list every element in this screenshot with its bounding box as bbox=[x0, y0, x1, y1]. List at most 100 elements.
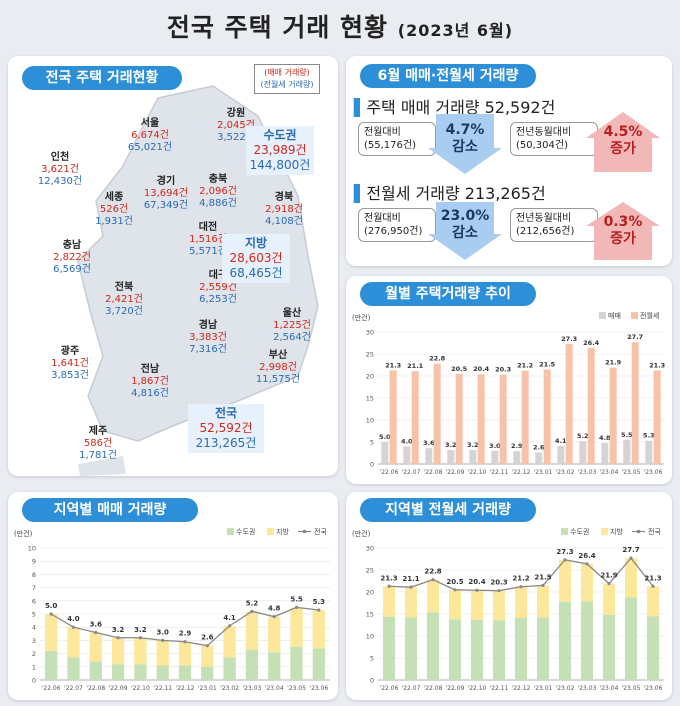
bar-전월세 bbox=[499, 374, 507, 464]
bar-전월세 bbox=[587, 347, 595, 464]
data-label: 21.1 bbox=[407, 362, 424, 370]
legend-label: 전국 bbox=[314, 527, 327, 536]
bar-지방 bbox=[156, 640, 169, 666]
bar-전월세 bbox=[389, 370, 397, 464]
data-label: 3.0 bbox=[489, 442, 501, 450]
map-region-rent: 4,886건 bbox=[199, 198, 237, 209]
bar-지방 bbox=[45, 614, 58, 651]
map-region-rent: 1,781건 bbox=[79, 450, 117, 461]
y-unit-label: (만건) bbox=[352, 313, 371, 322]
bar-수도권 bbox=[89, 661, 102, 680]
regional-rent-panel: 지역별 전월세 거래량 (만건) 0 5 10 15 20 25 30 '22.06'22.07… bbox=[346, 492, 672, 700]
rent-yoy-label: 전년동월대비 bbox=[516, 213, 572, 224]
bar-수도권 bbox=[178, 665, 192, 680]
bar-전월세 bbox=[565, 343, 573, 464]
bar-수도권 bbox=[448, 619, 462, 680]
capital-name: 수도권 bbox=[263, 128, 297, 142]
x-tick-label: '22.09 bbox=[446, 469, 465, 476]
line-point bbox=[475, 588, 479, 592]
bar-매매 bbox=[645, 440, 653, 464]
map-region-name: 충북 bbox=[208, 174, 228, 185]
data-label: 3.2 bbox=[112, 626, 125, 634]
bar-지방 bbox=[201, 645, 214, 667]
line-point bbox=[250, 609, 254, 613]
data-label: 21.2 bbox=[517, 362, 533, 370]
y-tick-label: 20 bbox=[366, 589, 374, 597]
capital-sale: 23,989건 bbox=[253, 143, 307, 157]
y-tick-label: 10 bbox=[366, 633, 374, 641]
y-tick-label: 5 bbox=[32, 611, 36, 619]
map-region-13: 광주 1,641건 3,853건 bbox=[40, 346, 100, 382]
map-region-rent: 4,816건 bbox=[131, 388, 169, 399]
bar-수도권 bbox=[223, 657, 236, 680]
map-region-3: 경기 13,694건 67,349건 bbox=[136, 176, 196, 212]
line-point bbox=[519, 585, 523, 589]
map-region-8: 충남 2,822건 6,569건 bbox=[42, 240, 102, 276]
x-tick-label: '22.06 bbox=[42, 685, 61, 692]
monthly-chart-panel: 월별 주택거래량 추이 (만건) 0 5 10 15 20 25 30 '22.06'22.07… bbox=[346, 276, 672, 484]
map-region-sale: 3,383건 bbox=[189, 332, 227, 343]
sale-heading: ▌주택 매매 거래량 52,592건 bbox=[354, 98, 556, 117]
line-point bbox=[651, 584, 655, 588]
data-label: 3.0 bbox=[156, 628, 169, 636]
x-tick-label: '23.01 bbox=[198, 685, 217, 692]
rent-mom-box: 전월대비 (276,950건) bbox=[358, 208, 436, 242]
y-unit-label: (만건) bbox=[14, 529, 33, 538]
line-point bbox=[228, 624, 232, 628]
bar-지방 bbox=[558, 559, 572, 602]
map-region-sale: 13,694건 bbox=[143, 188, 189, 199]
map-region-name: 경북 bbox=[274, 192, 294, 203]
y-tick-label: 5 bbox=[370, 439, 374, 447]
map-region-name: 강원 bbox=[226, 108, 246, 119]
title-date: (2023년 6월) bbox=[397, 21, 514, 40]
bar-전월세 bbox=[609, 367, 617, 464]
sale-mom-pct: 4.7% bbox=[445, 122, 485, 138]
map-region-rent: 11,575건 bbox=[255, 374, 301, 385]
legend-swatch bbox=[267, 528, 274, 535]
map-region-name: 경남 bbox=[198, 320, 218, 331]
x-tick-label: '23.05 bbox=[287, 685, 306, 692]
bar-전월세 bbox=[653, 370, 661, 464]
data-label: 5.5 bbox=[290, 595, 303, 603]
rent-yoy-prev: (212,656건) bbox=[516, 226, 575, 237]
y-tick-label: 8 bbox=[32, 571, 36, 579]
data-label: 4.0 bbox=[401, 437, 413, 445]
data-label: 5.5 bbox=[621, 431, 633, 439]
line-point bbox=[431, 578, 435, 582]
y-tick-label: 6 bbox=[32, 597, 36, 605]
x-tick-label: '23.05 bbox=[622, 685, 641, 692]
bar-지방 bbox=[514, 586, 528, 618]
map-region-rent: 6,569건 bbox=[53, 264, 91, 275]
map-region-15: 전남 1,867건 4,816건 bbox=[120, 364, 180, 400]
legend-swatch bbox=[601, 528, 608, 535]
y-unit-label: (만건) bbox=[352, 529, 371, 538]
map-region-rent: 65,021건 bbox=[127, 142, 173, 153]
bar-수도권 bbox=[404, 617, 418, 680]
regional-rent-title: 지역별 전월세 거래량 bbox=[360, 498, 536, 522]
data-label: 2.9 bbox=[511, 442, 523, 450]
nation-total: 전국 52,592건 213,265건 bbox=[188, 404, 264, 453]
map-region-sale: 1,867건 bbox=[131, 376, 169, 387]
x-tick-label: '22.10 bbox=[468, 685, 487, 692]
x-tick-label: '22.07 bbox=[402, 469, 421, 476]
y-tick-label: 25 bbox=[366, 567, 374, 575]
legend-label: 수도권 bbox=[570, 528, 589, 536]
x-tick-label: '22.09 bbox=[109, 685, 128, 692]
x-tick-label: '22.08 bbox=[86, 685, 105, 692]
map-region-sale: 2,421건 bbox=[105, 294, 143, 305]
data-label: 5.3 bbox=[313, 598, 326, 606]
data-label: 21.3 bbox=[644, 574, 661, 582]
bar-수도권 bbox=[201, 666, 214, 680]
data-label: 21.3 bbox=[649, 361, 665, 369]
data-label: 20.5 bbox=[451, 365, 468, 373]
x-tick-label: '22.08 bbox=[424, 685, 443, 692]
bar-수도권 bbox=[134, 664, 147, 680]
map-region-sale: 2,998건 bbox=[259, 362, 297, 373]
line-point bbox=[541, 583, 545, 587]
map-region-rent: 67,349건 bbox=[143, 200, 189, 211]
bar-수도권 bbox=[470, 619, 484, 680]
legend-sale: (매매 거래량) bbox=[264, 68, 310, 77]
bar-수도권 bbox=[268, 652, 281, 680]
line-point bbox=[585, 562, 589, 566]
legend-swatch bbox=[227, 528, 234, 535]
